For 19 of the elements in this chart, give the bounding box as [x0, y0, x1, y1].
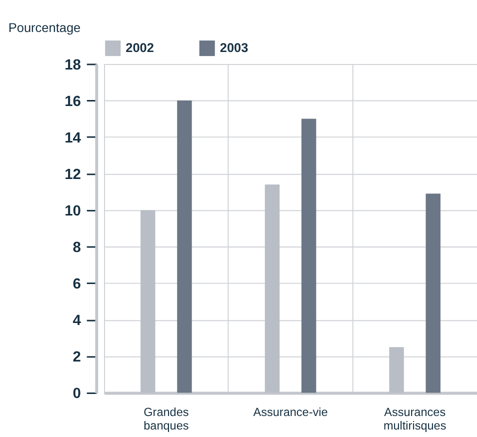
legend-label: 2002	[126, 40, 154, 56]
bar	[301, 118, 316, 393]
bar	[177, 100, 192, 393]
y-tick-label: 6	[72, 276, 81, 293]
y-tick-label: 16	[64, 94, 81, 110]
y-tick-label: 4	[72, 313, 82, 330]
y-tick-label: 8	[72, 240, 81, 256]
legend-label: 2003	[220, 40, 248, 56]
y-tick-label: 0	[72, 386, 81, 402]
y-axis-title: Pourcentage	[8, 20, 81, 36]
y-tick-label: 18	[64, 57, 81, 74]
bar	[426, 194, 440, 393]
y-tick-label: 12	[64, 166, 81, 183]
y-tick-label: 2	[72, 350, 81, 366]
y-tick-label: 14	[64, 130, 82, 146]
x-tick-label: Assurance-vie	[253, 406, 328, 419]
x-tick-label: Assurances multirisques	[383, 406, 446, 433]
x-tick-label: Grandes banques	[144, 406, 189, 433]
y-tick-label: 10	[64, 203, 81, 220]
